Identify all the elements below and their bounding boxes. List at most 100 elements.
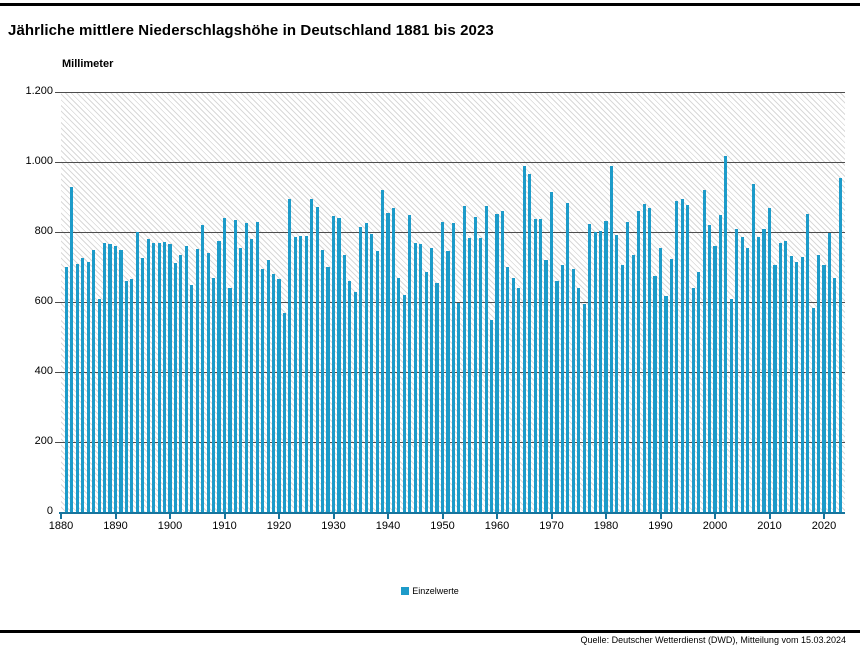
x-tick-1990 — [659, 514, 662, 519]
bar-1893 — [130, 279, 134, 512]
bar-1943 — [402, 295, 406, 512]
bar-2002 — [724, 156, 728, 512]
x-tick-label-2000: 2000 — [702, 520, 728, 532]
bar-1985 — [631, 254, 635, 512]
x-tick-1940 — [387, 514, 389, 519]
bar-1965 — [522, 165, 526, 512]
bar-2005 — [740, 237, 744, 512]
bar-1911 — [228, 288, 232, 512]
bar-1979 — [598, 230, 603, 512]
bar-1931 — [337, 218, 341, 512]
bar-1925 — [304, 235, 308, 512]
bar-1905 — [195, 248, 199, 512]
bar-1919 — [271, 274, 276, 512]
y-tick-label-1.200: 1.200 — [25, 85, 53, 97]
gridline-600 — [55, 301, 845, 303]
bar-2015 — [795, 261, 799, 512]
bar-1952 — [451, 223, 455, 512]
bar-1889 — [108, 244, 112, 512]
x-tick-label-1940: 1940 — [375, 520, 401, 532]
bar-1899 — [162, 241, 167, 512]
bar-1942 — [397, 277, 401, 512]
bar-1934 — [353, 291, 357, 512]
bar-1945 — [413, 242, 417, 512]
bar-1990 — [658, 247, 663, 512]
bar-1897 — [152, 242, 156, 512]
bar-2019 — [816, 255, 821, 512]
bar-1881 — [64, 267, 69, 512]
x-tick-2000 — [714, 514, 716, 519]
bar-1994 — [680, 198, 684, 512]
bar-2016 — [800, 256, 804, 512]
bar-1910 — [222, 218, 227, 512]
bar-1983 — [620, 264, 624, 512]
bar-1973 — [566, 202, 570, 512]
bar-1963 — [511, 278, 515, 512]
bar-1988 — [648, 207, 652, 512]
bar-1961 — [500, 210, 505, 512]
x-tick-label-1900: 1900 — [157, 520, 183, 532]
bar-1935 — [359, 226, 363, 512]
bar-1927 — [315, 206, 319, 512]
bar-1980 — [604, 220, 608, 512]
bar-2008 — [757, 237, 761, 512]
x-tick-label-1950: 1950 — [430, 520, 455, 532]
bar-1948 — [430, 247, 434, 512]
bar-2001 — [718, 214, 723, 512]
bar-1993 — [675, 201, 679, 512]
bar-1917 — [261, 268, 265, 512]
bar-1886 — [92, 249, 96, 512]
bar-1954 — [462, 206, 466, 512]
gridline-800 — [55, 231, 845, 233]
x-tick-1960 — [496, 514, 498, 519]
x-tick-label-1930: 1930 — [321, 520, 346, 532]
bar-2023 — [838, 177, 842, 512]
bar-1970 — [549, 192, 554, 512]
bar-1996 — [691, 288, 695, 512]
bar-1971 — [555, 281, 559, 512]
gridline-400 — [55, 371, 845, 373]
bar-1898 — [157, 243, 161, 512]
bar-1968 — [539, 219, 543, 512]
bar-1982 — [615, 235, 619, 512]
bar-1966 — [528, 174, 532, 512]
x-tick-1900 — [169, 514, 171, 519]
bar-1956 — [473, 217, 477, 512]
x-tick-1970 — [550, 514, 553, 519]
x-axis-line — [59, 512, 845, 514]
bar-1890 — [113, 246, 118, 512]
bar-2017 — [806, 214, 810, 512]
bar-1951 — [446, 250, 450, 512]
bar-2006 — [746, 247, 750, 512]
bar-1977 — [588, 224, 592, 512]
bar-1997 — [697, 272, 701, 512]
bar-1923 — [293, 237, 297, 512]
y-tick-label-200: 200 — [34, 435, 53, 447]
bar-1978 — [593, 232, 597, 512]
bar-2018 — [811, 308, 815, 512]
bar-1957 — [479, 238, 483, 512]
bar-1941 — [391, 207, 396, 512]
top-rule — [0, 3, 860, 6]
bar-1883 — [75, 263, 79, 512]
bar-1901 — [173, 263, 178, 512]
y-tick-label-800: 800 — [34, 225, 53, 237]
x-tick-label-2020: 2020 — [811, 520, 837, 532]
bar-1939 — [380, 190, 385, 512]
bar-1976 — [582, 303, 586, 512]
x-tick-label-1970: 1970 — [539, 520, 564, 532]
bar-2020 — [822, 264, 826, 512]
bar-1894 — [135, 232, 139, 512]
x-tick-1910 — [223, 514, 226, 519]
y-tick-label-0: 0 — [46, 505, 53, 517]
bar-1958 — [484, 206, 488, 512]
x-tick-label-1960: 1960 — [484, 520, 510, 532]
bar-1920 — [277, 279, 281, 512]
bar-1991 — [664, 296, 668, 512]
bar-1908 — [212, 277, 216, 512]
bar-1964 — [517, 288, 521, 512]
bar-2022 — [833, 277, 837, 512]
x-tick-label-2010: 2010 — [757, 520, 782, 532]
bar-1960 — [495, 213, 499, 512]
